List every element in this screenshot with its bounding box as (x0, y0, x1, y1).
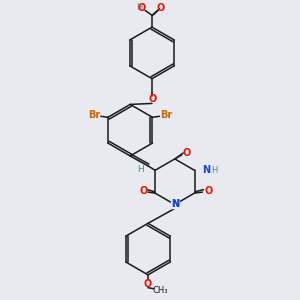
Bar (171, 200, 179, 208)
Text: O: O (149, 94, 157, 104)
Text: O: O (182, 148, 191, 158)
Text: Br: Br (160, 110, 172, 120)
Text: H: H (211, 166, 218, 175)
Text: Br: Br (88, 110, 100, 120)
Text: O: O (139, 186, 147, 196)
Text: O: O (138, 3, 146, 13)
Text: N: N (171, 200, 179, 209)
Text: O: O (157, 3, 165, 13)
Text: N: N (202, 165, 211, 175)
Text: H: H (136, 3, 142, 12)
Text: H: H (137, 165, 143, 174)
Text: O: O (144, 279, 152, 289)
Text: CH₃: CH₃ (152, 286, 168, 295)
Text: N: N (171, 200, 179, 209)
Text: O: O (204, 186, 212, 196)
